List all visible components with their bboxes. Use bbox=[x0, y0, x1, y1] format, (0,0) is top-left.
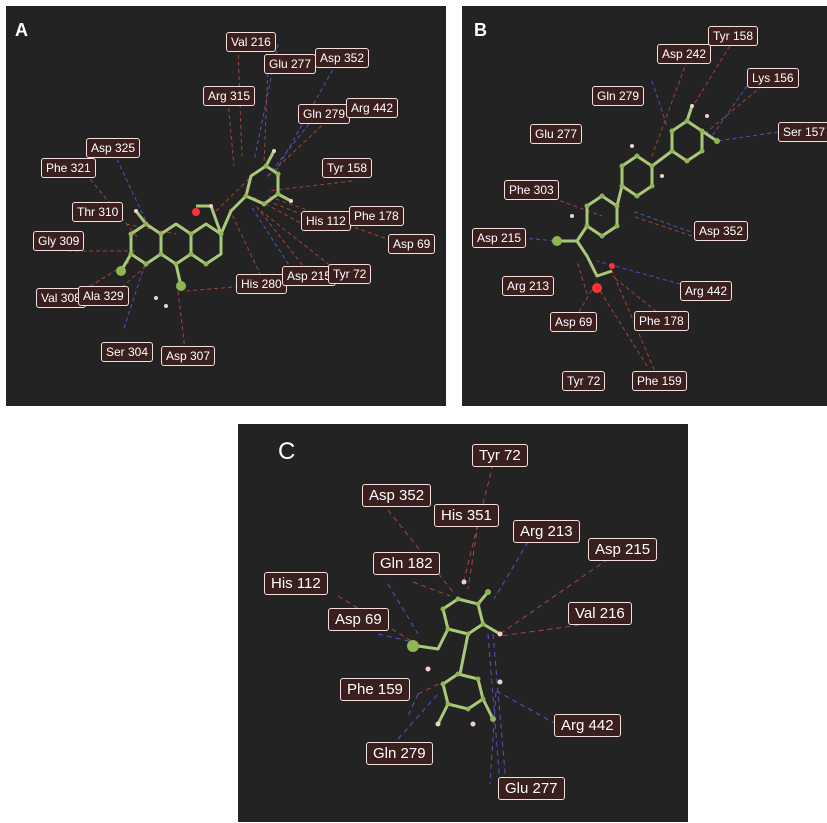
residue-label: Asp 215 bbox=[282, 266, 337, 286]
residue-label: Glu 277 bbox=[498, 777, 565, 800]
residue-label: Tyr 72 bbox=[328, 264, 372, 284]
residue-label: Asp 352 bbox=[315, 48, 370, 68]
residue-label: Ala 329 bbox=[78, 286, 129, 306]
residue-label: Asp 69 bbox=[388, 234, 436, 254]
residue-label: Asp 352 bbox=[694, 221, 749, 241]
panel-b: B Tyr 158 Asp 242 Lys 156 bbox=[462, 6, 827, 406]
interaction-diagram bbox=[65, 43, 399, 359]
residue-label: Val 216 bbox=[568, 602, 632, 625]
residue-label: Arg 442 bbox=[346, 98, 399, 118]
interaction-diagram bbox=[521, 33, 779, 377]
residue-label: Tyr 158 bbox=[322, 158, 373, 178]
residue-label: Phe 321 bbox=[41, 158, 96, 178]
residue-label: Gly 309 bbox=[33, 231, 85, 251]
residue-label: Arg 442 bbox=[680, 281, 733, 301]
residue-label: Phe 159 bbox=[340, 678, 410, 701]
panel-letter: C bbox=[278, 438, 296, 465]
residue-label: Glu 277 bbox=[530, 124, 583, 144]
residue-label: Phe 303 bbox=[504, 180, 559, 200]
residue-label: Asp 69 bbox=[328, 608, 389, 631]
residue-label: Asp 69 bbox=[550, 312, 598, 332]
panel-letter: B bbox=[474, 20, 487, 40]
residue-label: Asp 325 bbox=[86, 138, 141, 158]
residue-label: Asp 307 bbox=[161, 346, 216, 366]
residue-label: Arg 213 bbox=[502, 276, 555, 296]
residue-label: Gln 279 bbox=[592, 86, 645, 106]
residue-label: Ser 157 bbox=[778, 122, 827, 142]
residue-label: Ser 304 bbox=[101, 342, 154, 362]
residue-label: Glu 277 bbox=[264, 54, 317, 74]
residue-label: Arg 213 bbox=[513, 520, 580, 543]
residue-label: Gln 279 bbox=[298, 104, 351, 124]
residue-label: Arg 315 bbox=[203, 86, 256, 106]
residue-label: Tyr 158 bbox=[708, 26, 759, 46]
residue-label: Tyr 72 bbox=[472, 444, 528, 467]
residue-label: Gln 182 bbox=[373, 552, 440, 575]
residue-label: Thr 310 bbox=[72, 202, 124, 222]
residue-label: His 112 bbox=[301, 211, 351, 231]
residue-label: His 351 bbox=[434, 504, 499, 527]
residue-label: His 280 bbox=[236, 274, 287, 294]
residue-label: Arg 442 bbox=[554, 714, 621, 737]
panel-a: A Val 216 Glu 277 Asp 352 Arg 315 bbox=[6, 6, 446, 406]
residue-label: Asp 215 bbox=[588, 538, 658, 561]
residue-label: Gln 279 bbox=[366, 742, 433, 765]
residue-label: Asp 215 bbox=[472, 228, 527, 248]
residue-label: His 112 bbox=[264, 572, 328, 595]
residue-label: Tyr 72 bbox=[562, 371, 606, 391]
panel-letter: A bbox=[15, 20, 28, 40]
residue-label: Phe 178 bbox=[634, 311, 689, 331]
residue-label: Asp 352 bbox=[362, 484, 432, 507]
residue-label: Asp 242 bbox=[657, 44, 712, 64]
residue-label: Val 308 bbox=[36, 288, 86, 308]
residue-label: Lys 156 bbox=[747, 68, 799, 88]
panel-c: C Tyr 72 Asp 352 His 351 Arg 213 Asp 215… bbox=[238, 424, 688, 822]
residue-label: Phe 159 bbox=[632, 371, 687, 391]
residue-label: Val 216 bbox=[226, 32, 276, 52]
residue-label: Phe 178 bbox=[349, 206, 404, 226]
